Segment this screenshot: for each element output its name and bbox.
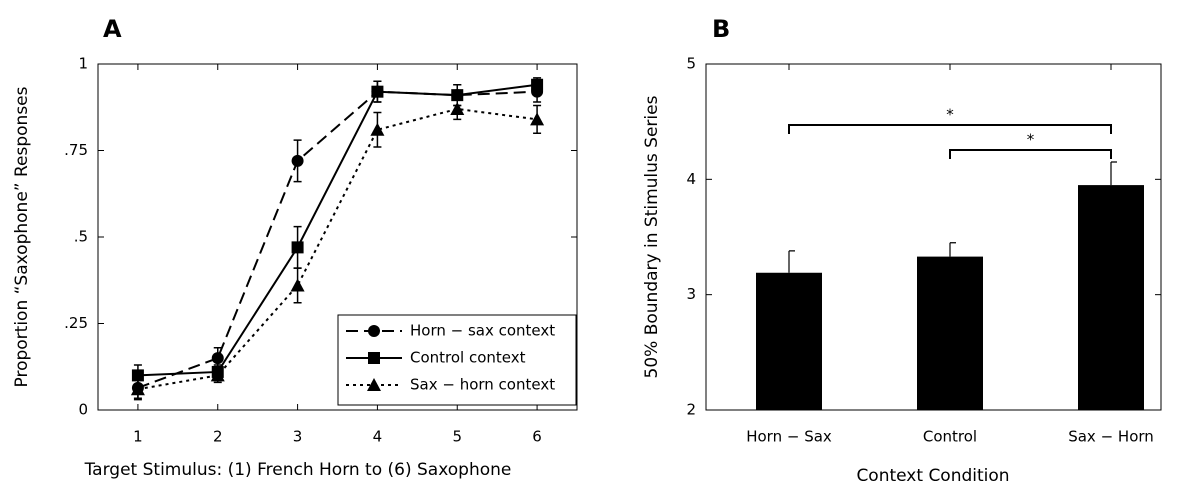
significance-label: *	[1027, 131, 1035, 149]
x-tick-label: Horn − Sax	[746, 428, 832, 446]
x-tick-label: 5	[452, 428, 462, 446]
x-tick-label: 1	[133, 428, 143, 446]
x-tick-label: Control	[923, 428, 977, 446]
marker	[368, 325, 380, 337]
marker	[367, 378, 381, 391]
series-line	[137, 107, 538, 391]
x-axis-label: Context Condition	[856, 466, 1009, 486]
y-tick-label: 1	[78, 55, 88, 73]
y-tick-label: .5	[74, 228, 88, 246]
panel-title: A	[103, 15, 122, 43]
y-tick-label: 3	[686, 285, 696, 303]
marker	[290, 278, 305, 292]
y-axis-label: 50% Boundary in Stimulus Series	[642, 95, 662, 378]
y-tick-label: 0	[78, 401, 88, 419]
series-line	[137, 90, 538, 389]
legend-label: Control context	[410, 349, 526, 367]
marker	[530, 112, 545, 126]
series-line	[137, 83, 538, 377]
error-bar	[1110, 161, 1117, 186]
y-tick-label: 2	[686, 401, 696, 419]
significance-label: *	[946, 106, 954, 124]
marker	[211, 352, 224, 365]
error-bar	[949, 242, 956, 257]
x-tick-label: 4	[373, 428, 383, 446]
y-tick-label: 4	[686, 170, 696, 188]
x-tick-label: 6	[532, 428, 542, 446]
panel-title: B	[712, 15, 730, 43]
error-bar	[788, 250, 795, 273]
marker	[130, 382, 145, 396]
y-tick-label: .75	[64, 141, 88, 159]
marker	[368, 352, 380, 364]
marker	[371, 85, 384, 98]
legend-label: Sax − horn context	[410, 376, 555, 394]
marker	[210, 368, 225, 382]
x-tick-label: 3	[293, 428, 303, 446]
bar	[1078, 185, 1144, 410]
marker	[291, 241, 304, 254]
x-tick-label: Sax − Horn	[1068, 428, 1154, 446]
y-tick-label: 5	[686, 55, 696, 73]
y-tick-label: .25	[64, 314, 88, 332]
significance-bracket	[788, 124, 1112, 134]
x-tick-label: 2	[213, 428, 223, 446]
x-axis-label: Target Stimulus: (1) French Horn to (6) …	[84, 460, 512, 480]
legend-label: Horn − sax context	[410, 322, 555, 340]
marker	[291, 154, 304, 167]
marker	[450, 101, 465, 115]
bar	[756, 272, 822, 410]
bar	[917, 256, 983, 410]
y-axis-label: Proportion “Saxophone” Responses	[12, 86, 32, 387]
marker	[370, 122, 385, 136]
marker	[531, 78, 544, 91]
significance-bracket	[949, 149, 1112, 159]
